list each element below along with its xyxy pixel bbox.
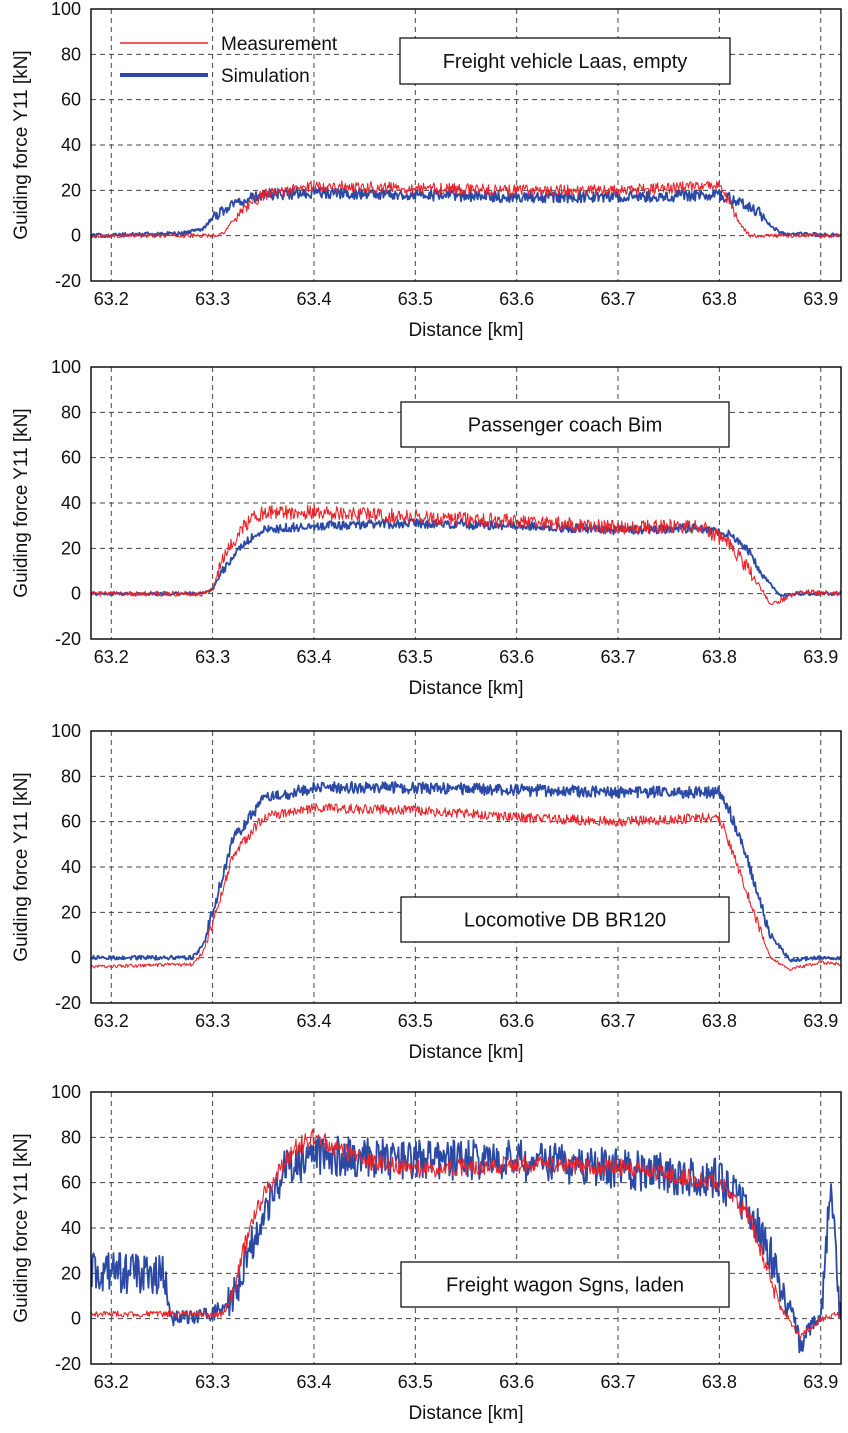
annotation-label: Locomotive DB BR120 — [464, 910, 666, 932]
y-tick-label: 40 — [61, 857, 81, 877]
y-tick-label: 100 — [51, 721, 81, 741]
annotation-box — [400, 401, 730, 448]
legend: Measurement Simulation — [120, 34, 338, 87]
legend-label-simulation: Simulation — [221, 66, 310, 87]
y-tick-label: 60 — [61, 448, 81, 468]
plot-frame — [90, 366, 842, 640]
x-tick-label: 63.8 — [702, 1011, 737, 1031]
y-tick-label: 60 — [61, 90, 81, 110]
x-tick-label: 63.3 — [195, 1372, 230, 1392]
x-tick-label: 63.2 — [94, 1372, 129, 1392]
x-tick-label: 63.7 — [601, 647, 636, 667]
x-tick-label: 63.9 — [803, 1011, 838, 1031]
y-axis-title: Guiding force Y11 [kN] — [11, 408, 32, 597]
x-axis-title: Distance [km] — [408, 1042, 523, 1063]
x-tick-label: 63.2 — [94, 1011, 129, 1031]
x-tick-label: 63.8 — [702, 1372, 737, 1392]
y-tick-label: 80 — [61, 44, 81, 64]
chart-panel-2: 63.2 63.3 63.4 63.5 63.6 63.7 63.8 63.9 -20 0 20 40… — [11, 357, 842, 699]
y-tick-label: 100 — [51, 0, 81, 19]
y-tick-label: 40 — [61, 135, 81, 155]
annotation-label: Passenger coach Bim — [468, 415, 663, 437]
legend-label-measurement: Measurement — [221, 34, 338, 55]
y-tick-label: 20 — [61, 180, 81, 200]
x-axis-title: Distance [km] — [408, 320, 523, 341]
annotation-box — [399, 37, 731, 85]
x-tick-label: 63.9 — [803, 289, 838, 309]
x-tick-label: 63.4 — [296, 1011, 331, 1031]
series-line-simulation — [91, 780, 841, 963]
x-tick-label: 63.7 — [601, 289, 636, 309]
y-tick-label: 20 — [61, 538, 81, 558]
x-tick-label: 63.6 — [499, 1372, 534, 1392]
x-tick-label: 63.8 — [702, 647, 737, 667]
x-tick-label: 63.5 — [398, 289, 433, 309]
x-tick-label: 63.8 — [702, 289, 737, 309]
y-tick-label: 80 — [61, 402, 81, 422]
series-line-measurement — [91, 180, 841, 239]
x-tick-label: 63.4 — [296, 647, 331, 667]
x-tick-label: 63.3 — [195, 289, 230, 309]
y-tick-label: 80 — [61, 766, 81, 786]
x-tick-label: 63.9 — [803, 647, 838, 667]
plot-frame — [90, 730, 842, 1004]
chart-panel-1: 63.2 63.3 63.4 63.5 63.6 63.7 63.8 63.9 -20 0 20 40… — [11, 0, 842, 341]
y-tick-label: -20 — [55, 271, 81, 291]
y-tick-label: 40 — [61, 493, 81, 513]
x-tick-label: 63.4 — [296, 289, 331, 309]
plot-frame — [90, 1091, 842, 1365]
series-line-measurement — [91, 802, 841, 971]
x-tick-label: 63.2 — [94, 289, 129, 309]
y-axis-title: Guiding force Y11 [kN] — [11, 1133, 32, 1322]
x-tick-label: 63.7 — [601, 1372, 636, 1392]
annotation-label: Freight wagon Sgns, laden — [446, 1275, 684, 1297]
chart-panel-4: 63.2 63.3 63.4 63.5 63.6 63.7 63.8 63.9 -20 0 20 40… — [11, 1082, 842, 1424]
y-tick-label: -20 — [55, 1354, 81, 1374]
x-tick-label: 63.5 — [398, 1011, 433, 1031]
annotation-box — [400, 896, 730, 943]
x-tick-label: 63.6 — [499, 647, 534, 667]
y-tick-label: 0 — [71, 584, 81, 604]
y-tick-label: 100 — [51, 1082, 81, 1102]
x-axis-title: Distance [km] — [408, 1403, 523, 1424]
x-tick-label: 63.3 — [195, 1011, 230, 1031]
y-axis-title: Guiding force Y11 [kN] — [11, 772, 32, 961]
y-tick-label: -20 — [55, 629, 81, 649]
y-tick-label: 0 — [71, 1309, 81, 1329]
x-tick-label: 63.5 — [398, 1372, 433, 1392]
x-axis-title: Distance [km] — [408, 678, 523, 699]
x-tick-label: 63.2 — [94, 647, 129, 667]
y-tick-label: 60 — [61, 1173, 81, 1193]
series-line-simulation — [91, 518, 841, 598]
series-line-simulation — [91, 186, 841, 239]
y-tick-label: 80 — [61, 1127, 81, 1147]
y-tick-label: 40 — [61, 1218, 81, 1238]
annotation-box — [400, 1261, 730, 1308]
x-tick-label: 63.6 — [499, 289, 534, 309]
series-line-measurement — [91, 504, 841, 606]
y-tick-label: 0 — [71, 948, 81, 968]
chart-panel-3: 63.2 63.3 63.4 63.5 63.6 63.7 63.8 63.9 -20 0 20 40… — [11, 721, 842, 1063]
y-tick-label: 60 — [61, 812, 81, 832]
x-tick-label: 63.7 — [601, 1011, 636, 1031]
y-tick-label: 100 — [51, 357, 81, 377]
x-tick-label: 63.3 — [195, 647, 230, 667]
x-tick-label: 63.5 — [398, 647, 433, 667]
y-tick-label: -20 — [55, 993, 81, 1013]
x-tick-label: 63.6 — [499, 1011, 534, 1031]
y-axis-title: Guiding force Y11 [kN] — [11, 50, 32, 239]
y-tick-label: 0 — [71, 226, 81, 246]
y-tick-label: 20 — [61, 902, 81, 922]
x-tick-label: 63.4 — [296, 1372, 331, 1392]
series-line-measurement — [91, 1128, 841, 1340]
x-tick-label: 63.9 — [803, 1372, 838, 1392]
annotation-label: Freight vehicle Laas, empty — [443, 51, 688, 73]
plot-frame — [90, 8, 842, 282]
y-tick-label: 20 — [61, 1263, 81, 1283]
